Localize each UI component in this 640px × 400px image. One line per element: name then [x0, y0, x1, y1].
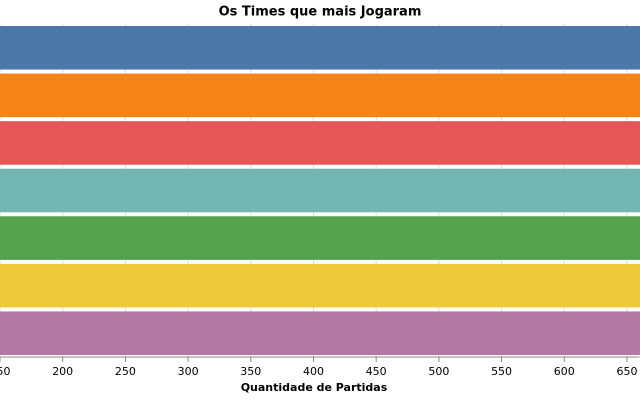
x-tick-label: 650: [616, 365, 637, 378]
chart-title: Os Times que mais Jogaram: [219, 5, 422, 20]
x-tick-label: 300: [178, 365, 199, 378]
bar: [0, 168, 640, 213]
bar: [0, 73, 640, 118]
x-tick-label: 400: [303, 365, 324, 378]
x-tick-label: 450: [366, 365, 387, 378]
bar: [0, 26, 640, 70]
x-tick-label: 550: [491, 365, 512, 378]
bar: [0, 263, 640, 308]
bar: [0, 311, 640, 355]
x-tick-label: 150: [0, 365, 11, 378]
bar: [0, 216, 640, 260]
bar: [0, 121, 640, 165]
x-tick-label: 600: [554, 365, 575, 378]
x-tick-label: 500: [428, 365, 449, 378]
x-tick-label: 200: [52, 365, 73, 378]
x-tick-label: 250: [115, 365, 136, 378]
x-axis-title: Quantidade de Partidas: [241, 381, 388, 394]
x-tick-label: 350: [240, 365, 261, 378]
